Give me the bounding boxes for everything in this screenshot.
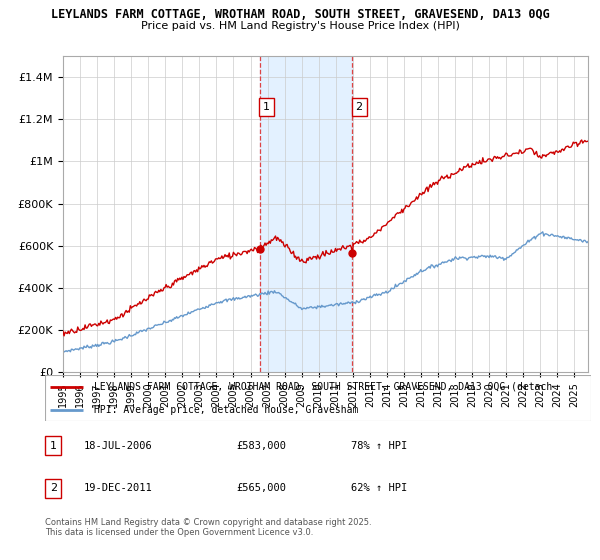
Text: 2: 2: [50, 483, 57, 493]
Text: 1: 1: [263, 101, 270, 111]
Text: £583,000: £583,000: [236, 441, 286, 451]
Text: LEYLANDS FARM COTTAGE, WROTHAM ROAD, SOUTH STREET, GRAVESEND, DA13 0QG: LEYLANDS FARM COTTAGE, WROTHAM ROAD, SOU…: [50, 8, 550, 21]
Text: HPI: Average price, detached house, Gravesham: HPI: Average price, detached house, Grav…: [94, 405, 359, 414]
Text: Contains HM Land Registry data © Crown copyright and database right 2025.
This d: Contains HM Land Registry data © Crown c…: [45, 518, 371, 538]
Text: Price paid vs. HM Land Registry's House Price Index (HPI): Price paid vs. HM Land Registry's House …: [140, 21, 460, 31]
Text: 78% ↑ HPI: 78% ↑ HPI: [351, 441, 407, 451]
Text: 18-JUL-2006: 18-JUL-2006: [83, 441, 152, 451]
Text: 1: 1: [50, 441, 56, 451]
Text: 2: 2: [355, 101, 362, 111]
Text: 19-DEC-2011: 19-DEC-2011: [83, 483, 152, 493]
Text: LEYLANDS FARM COTTAGE, WROTHAM ROAD, SOUTH STREET, GRAVESEND, DA13 0QG (detach: LEYLANDS FARM COTTAGE, WROTHAM ROAD, SOU…: [94, 382, 553, 391]
Text: 62% ↑ HPI: 62% ↑ HPI: [351, 483, 407, 493]
Bar: [260, 56, 352, 372]
Text: £565,000: £565,000: [236, 483, 286, 493]
